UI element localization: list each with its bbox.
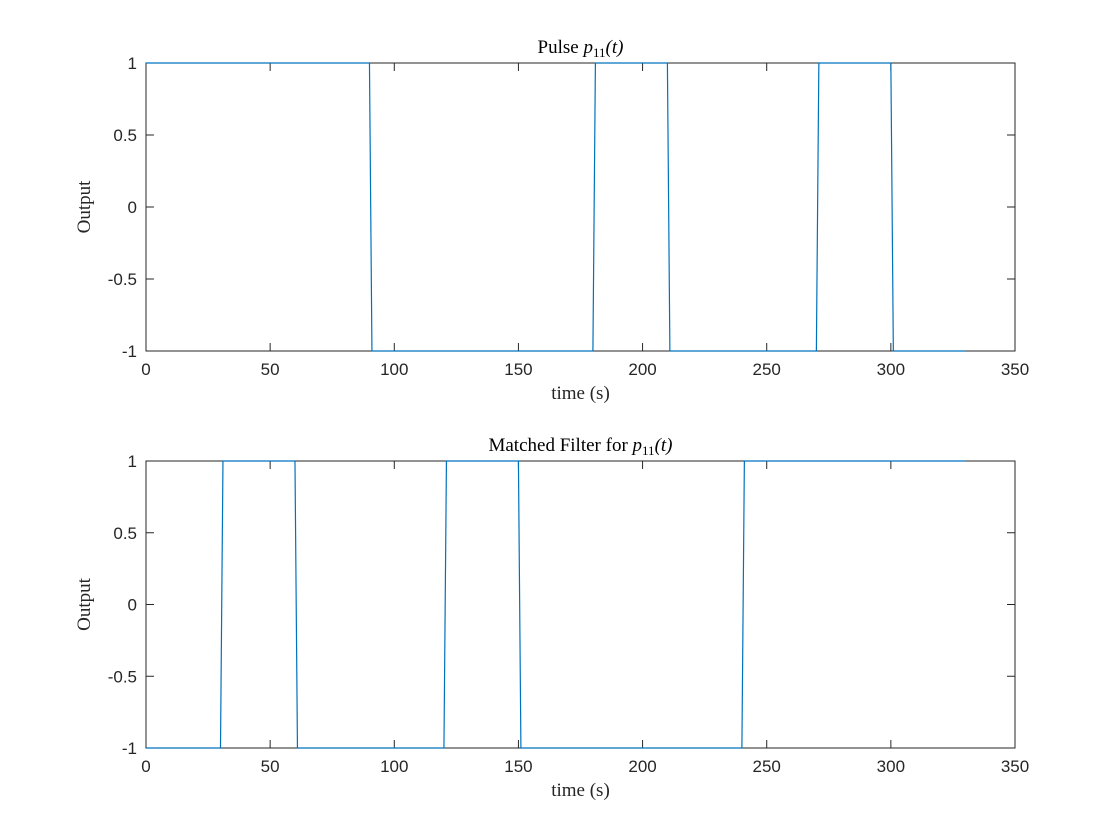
y-tick-label: 1	[128, 54, 137, 73]
series-line	[146, 62, 966, 352]
x-tick-label: 200	[628, 757, 656, 776]
x-tick-label: 100	[380, 757, 408, 776]
x-tick-label: 250	[753, 360, 781, 379]
x-tick-label: 100	[380, 360, 408, 379]
plot-title: Pulse p11(t)	[538, 37, 624, 60]
series-line	[146, 460, 966, 749]
x-tick-label: 0	[141, 360, 150, 379]
axes-box	[145, 460, 1016, 749]
x-tick-label: 250	[753, 757, 781, 776]
plot-title-argument: (t)	[606, 37, 624, 58]
x-tick-label: 50	[261, 757, 280, 776]
y-tick-label: -0.5	[108, 270, 137, 289]
x-axis-label: time (s)	[551, 383, 610, 404]
y-tick-label: -1	[122, 342, 137, 361]
top-axes-pulse: 0 50 100 150 200 250 300 350 -1 -0.5 0 0.5 1 time (s)…	[74, 37, 1029, 404]
plot-title-prefix: Matched Filter for	[488, 435, 632, 456]
x-tick-label: 200	[628, 360, 656, 379]
y-tick-label: 0.5	[113, 126, 137, 145]
plot-title-symbol: p	[581, 37, 593, 58]
x-tick-label: 350	[1001, 757, 1029, 776]
x-tick-label: 50	[261, 360, 280, 379]
x-tick-label: 300	[877, 757, 905, 776]
bottom-axes-matched-filter: 0 50 100 150 200 250 300 350 -1 -0.5 0 0.5 1 time (s)…	[74, 435, 1029, 801]
plot-title-symbol: p	[631, 435, 643, 456]
x-tick-label: 300	[877, 360, 905, 379]
plot-title-subscript: 11	[642, 443, 655, 458]
axes-box	[145, 62, 1016, 352]
y-axis-label: Output	[74, 577, 95, 631]
x-tick-label: 350	[1001, 360, 1029, 379]
x-axis-label: time (s)	[551, 780, 610, 801]
plot-title: Matched Filter for p11(t)	[488, 435, 672, 458]
y-tick-label: -1	[122, 739, 137, 758]
y-tick-label: 0.5	[113, 524, 137, 543]
y-tick-label: 0	[128, 596, 137, 615]
x-tick-label: 150	[504, 757, 532, 776]
y-axis-label: Output	[74, 180, 95, 234]
y-tick-label: 1	[128, 452, 137, 471]
x-tick-label: 150	[504, 360, 532, 379]
y-tick-label: 0	[128, 198, 137, 217]
plot-title-subscript: 11	[593, 45, 606, 60]
plot-title-prefix: Pulse	[538, 37, 584, 58]
y-tick-label: -0.5	[108, 667, 137, 686]
x-tick-label: 0	[141, 757, 150, 776]
plot-title-argument: (t)	[655, 435, 673, 456]
